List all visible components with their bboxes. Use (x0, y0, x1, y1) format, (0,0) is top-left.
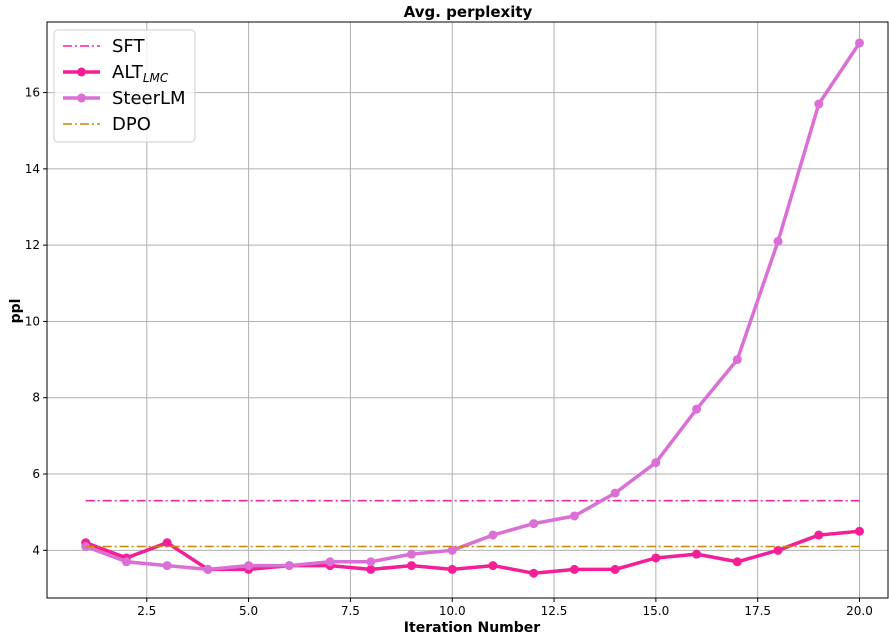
plot-frame (46, 21, 889, 599)
data-point-steerlm (814, 99, 824, 109)
x-tick-label: 7.5 (341, 604, 360, 618)
data-point-steerlm (692, 404, 702, 414)
data-point-steerlm (121, 557, 131, 567)
legend-label-dpo: DPO (112, 114, 151, 135)
grid-lines (47, 22, 888, 598)
y-tick-label: 10 (25, 314, 40, 328)
data-point-steerlm (407, 549, 417, 559)
data-point-alt-lmc (854, 526, 864, 536)
data-point-alt-lmc (529, 568, 539, 578)
data-point-alt-lmc (162, 538, 172, 548)
x-tick-label: 2.5 (137, 604, 156, 618)
x-tick-label: 20.0 (846, 604, 873, 618)
data-point-steerlm (447, 545, 457, 555)
data-point-steerlm (651, 458, 661, 468)
x-tick-label: 10.0 (439, 604, 466, 618)
legend-label-steerlm: SteerLM (112, 88, 186, 109)
x-tick-label: 17.5 (744, 604, 771, 618)
y-tick-label: 14 (25, 162, 40, 176)
y-tick-label: 12 (25, 238, 40, 252)
data-point-steerlm (284, 561, 294, 571)
axis-ticks: 2.5 5.0 7.5 10.0 12.5 15.0 17.5 20.0 4 6 8 10 12 14 16 (25, 86, 873, 618)
x-tick-label: 15.0 (643, 604, 670, 618)
chart-title: Avg. perplexity (404, 3, 533, 21)
data-point-alt-lmc (692, 549, 702, 559)
data-point-alt-lmc (407, 561, 417, 571)
data-point-steerlm (529, 519, 539, 529)
legend-marker-alt-lmc (77, 67, 86, 77)
x-axis-label: Iteration Number (404, 620, 540, 636)
data-point-steerlm (203, 564, 213, 574)
data-point-alt-lmc (488, 561, 498, 571)
y-tick-label: 8 (32, 391, 40, 405)
data-point-steerlm (773, 236, 783, 246)
y-tick-label: 4 (32, 543, 40, 557)
data-point-alt-lmc (447, 564, 457, 574)
data-point-steerlm (854, 38, 864, 48)
data-point-alt-lmc (569, 564, 579, 574)
series-line-steerlm (85, 42, 861, 572)
data-point-alt-lmc (651, 553, 661, 563)
data-point-steerlm (488, 530, 498, 540)
y-tick-label: 16 (25, 86, 40, 100)
data-point-alt-lmc (732, 557, 742, 567)
y-tick-label: 6 (32, 467, 40, 481)
x-tick-label: 5.0 (239, 604, 258, 618)
data-point-steerlm (162, 561, 172, 571)
series-layer (81, 38, 864, 578)
data-point-steerlm (366, 557, 376, 567)
legend-box (53, 29, 196, 143)
data-point-alt-lmc (814, 530, 824, 540)
legend-label-sft: SFT (112, 36, 145, 57)
legend-subscript: LMC (143, 71, 169, 85)
series-line-alt-lmc (85, 529, 860, 575)
x-tick-label: 12.5 (541, 604, 568, 618)
data-point-steerlm (569, 511, 579, 521)
data-point-alt-lmc (366, 564, 376, 574)
y-axis-label: ppl (8, 299, 24, 324)
data-point-alt-lmc (773, 545, 783, 555)
data-point-alt-lmc (610, 564, 620, 574)
data-point-steerlm (244, 561, 254, 571)
data-point-steerlm (732, 355, 742, 365)
data-point-steerlm (325, 557, 335, 567)
legend-marker-steerlm (77, 93, 86, 103)
data-point-steerlm (610, 488, 620, 498)
